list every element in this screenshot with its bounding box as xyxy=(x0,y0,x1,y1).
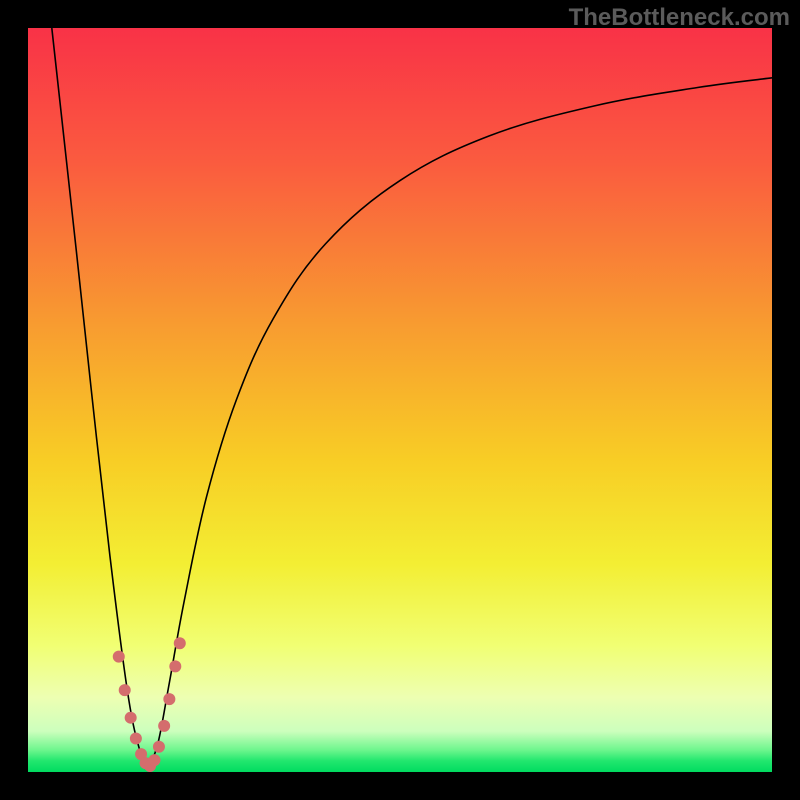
plot-background xyxy=(28,28,772,772)
data-marker xyxy=(148,754,160,766)
chart-container: TheBottleneck.com xyxy=(0,0,800,800)
data-marker xyxy=(153,741,165,753)
data-marker xyxy=(125,712,137,724)
bottleneck-curve-chart xyxy=(0,0,800,800)
watermark-text: TheBottleneck.com xyxy=(569,4,790,32)
data-marker xyxy=(130,733,142,745)
data-marker xyxy=(174,637,186,649)
data-marker xyxy=(113,651,125,663)
data-marker xyxy=(169,660,181,672)
data-marker xyxy=(119,684,131,696)
data-marker xyxy=(163,693,175,705)
data-marker xyxy=(158,720,170,732)
